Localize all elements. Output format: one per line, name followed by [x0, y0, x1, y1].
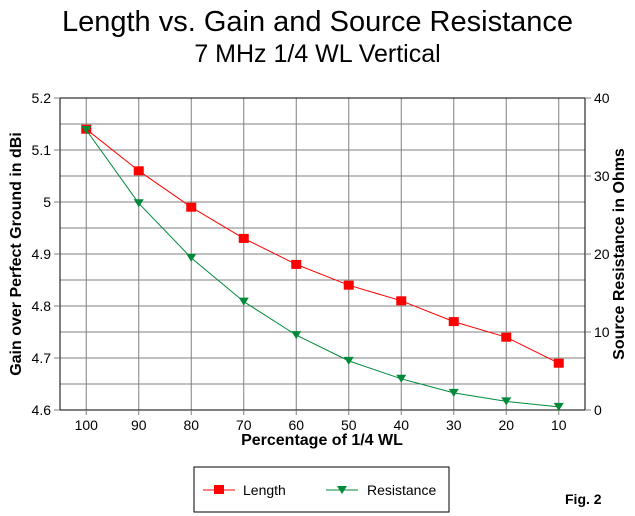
y-tick-label: 5.1	[32, 142, 52, 158]
series-resistance	[81, 125, 564, 411]
y-tick-label: 4.9	[32, 246, 52, 262]
data-point-length	[291, 259, 302, 269]
x-tick-label: 90	[131, 417, 147, 433]
data-point-length	[343, 280, 354, 290]
data-point-resistance	[238, 297, 249, 306]
ticks: 4.6 4.7 4.8 4.9 5 5.1 5.2 0 10 20 30 40 100 90 80 70 60 5…	[32, 90, 610, 433]
data-point-length	[238, 233, 249, 243]
data-point-resistance	[501, 397, 512, 406]
figure-label: Fig. 2	[565, 491, 602, 507]
y-tick-label: 4.8	[32, 298, 52, 314]
legend-item-resistance: Resistance	[326, 482, 436, 498]
x-tick-label: 70	[236, 417, 252, 433]
series-line-length	[85, 128, 559, 364]
x-tick-label: 50	[341, 417, 357, 433]
data-point-length	[448, 317, 459, 327]
y2-tick-label: 40	[594, 90, 610, 106]
data-point-resistance	[186, 253, 197, 262]
data-point-length	[501, 332, 512, 342]
legend-length-label: Length	[243, 482, 286, 498]
data-point-resistance	[343, 356, 354, 365]
legend-length-marker	[214, 485, 224, 494]
data-point-resistance	[81, 125, 92, 134]
y2-tick-label: 20	[594, 246, 610, 262]
y2-axis-title: Source Resistance in Ohms	[611, 148, 628, 360]
x-tick-label: 40	[393, 417, 409, 433]
data-point-length	[186, 202, 197, 212]
y2-tick-label: 0	[594, 402, 602, 418]
data-point-resistance	[553, 402, 564, 411]
x-tick-label: 20	[498, 417, 514, 433]
y-tick-label: 4.7	[32, 350, 52, 366]
y-axis-title: Gain over Perfect Ground in dBi	[8, 132, 25, 376]
series	[81, 124, 564, 411]
x-tick-label: 10	[551, 417, 567, 433]
y2-tick-label: 10	[594, 324, 610, 340]
x-tick-label: 30	[446, 417, 462, 433]
y-tick-label: 5	[43, 194, 51, 210]
data-point-length	[133, 166, 144, 176]
data-point-resistance	[291, 331, 302, 340]
data-point-length	[396, 296, 407, 306]
legend-resistance-marker	[337, 486, 347, 494]
y2-tick-label: 30	[594, 168, 610, 184]
legend-box	[193, 466, 450, 513]
x-tick-label: 100	[75, 417, 99, 433]
grid	[60, 98, 585, 410]
y-tick-label: 5.2	[32, 90, 52, 106]
x-tick-label: 60	[288, 417, 304, 433]
legend-resistance-label: Resistance	[367, 482, 436, 498]
data-point-resistance	[133, 199, 144, 208]
data-point-resistance	[396, 374, 407, 383]
data-point-length	[553, 358, 564, 368]
chart-subtitle: 7 MHz 1/4 WL Vertical	[194, 40, 441, 68]
y-tick-label: 4.6	[32, 402, 52, 418]
data-point-resistance	[448, 388, 459, 397]
series-length	[81, 124, 564, 368]
chart-title: Length vs. Gain and Source Resistance	[61, 6, 574, 38]
x-tick-label: 80	[183, 417, 199, 433]
x-axis-title: Percentage of 1/4 WL	[241, 432, 403, 449]
legend: Length Resistance	[193, 466, 450, 513]
legend-item-length: Length	[203, 482, 286, 498]
series-line-resistance	[85, 129, 559, 408]
